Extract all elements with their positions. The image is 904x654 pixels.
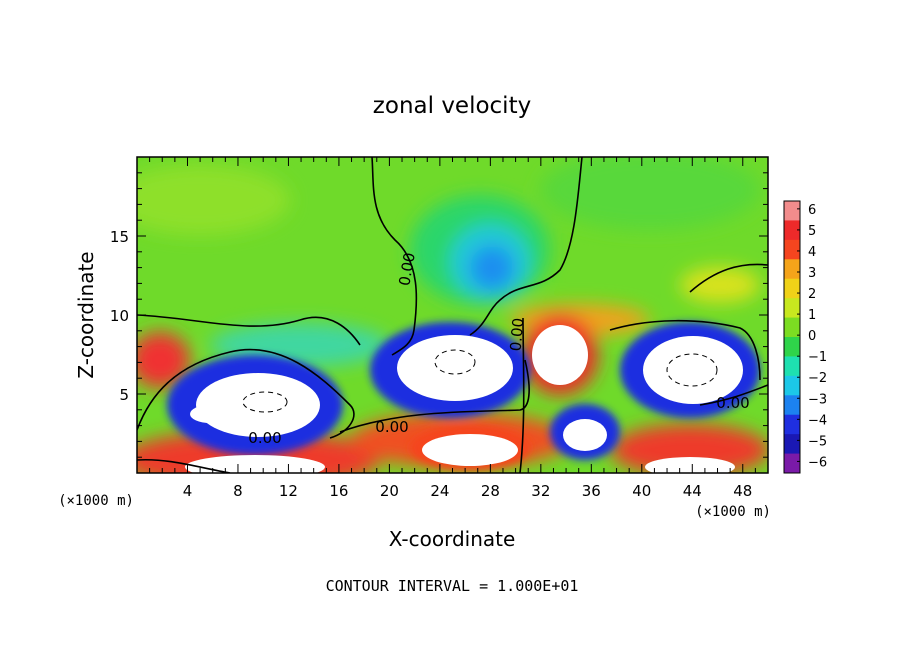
contour-interval-note: CONTOUR INTERVAL = 1.000E+01 xyxy=(326,577,579,595)
colorbar-frame xyxy=(783,200,801,474)
colorbar-label: 3 xyxy=(808,266,816,281)
contour-label: 0.00 xyxy=(507,317,528,352)
velocity-field xyxy=(137,157,768,473)
x-tick-label: 12 xyxy=(279,482,298,500)
colorbar-label: −6 xyxy=(808,455,827,470)
x-tick-label: 36 xyxy=(582,482,601,500)
colorbar-swatch xyxy=(784,298,800,319)
colorbar-swatch xyxy=(784,317,800,338)
colorbar-label: −5 xyxy=(808,434,827,449)
colorbar-label: 0 xyxy=(808,329,816,344)
x-tick-label: 24 xyxy=(430,482,449,500)
colorbar-swatch xyxy=(784,278,800,299)
colorbar-label: 1 xyxy=(808,308,816,323)
y-axis-label: Z-coordinate xyxy=(74,251,98,378)
colorbar-swatch xyxy=(784,356,800,377)
colorbar-label: −3 xyxy=(808,392,827,407)
x-scale-note: (×1000 m) xyxy=(695,504,771,520)
x-tick-label: 8 xyxy=(233,482,243,500)
contour-label: 0.00 xyxy=(716,394,749,412)
colorbar-label: −2 xyxy=(808,371,827,386)
x-axis-label: X-coordinate xyxy=(389,527,516,551)
contour-label: 0.00 xyxy=(395,251,419,287)
y-tick-label: 10 xyxy=(110,307,129,325)
colorbar-swatch xyxy=(784,337,800,357)
colorbar-swatch xyxy=(784,375,800,396)
colorbar-label: 2 xyxy=(808,287,816,302)
y-tick-label: 5 xyxy=(119,386,129,404)
colorbar-label: 5 xyxy=(808,224,816,239)
colorbar-swatch xyxy=(784,453,800,474)
x-tick-label: 20 xyxy=(380,482,399,500)
chart-title: zonal velocity xyxy=(373,93,531,119)
colorbar-label: 6 xyxy=(808,203,816,218)
colorbar-swatch xyxy=(784,201,800,221)
colorbar-swatch xyxy=(784,239,800,260)
x-tick-label: 4 xyxy=(183,482,193,500)
x-tick-label: 32 xyxy=(531,482,550,500)
colorbar-swatch xyxy=(784,395,800,416)
colorbar-swatch xyxy=(784,259,800,280)
x-tick-label: 48 xyxy=(733,482,752,500)
y-axis: 5 10 15 xyxy=(110,172,768,458)
contour-labels: 0.00 0.00 0.00 0.00 0.00 xyxy=(248,251,749,447)
colorbar-label: 4 xyxy=(808,245,816,260)
colorbar-swatch xyxy=(784,414,800,435)
x-tick-label: 28 xyxy=(481,482,500,500)
x-axis: 4 8 12 16 20 24 28 32 36 40 44 48 xyxy=(149,157,756,500)
colorbar-swatch xyxy=(784,434,800,455)
x-tick-label: 44 xyxy=(683,482,702,500)
zero-contours xyxy=(137,157,768,473)
colorbar: 6 5 4 3 2 1 0 −1 −2 −3 −4 −5 −6 xyxy=(783,200,827,474)
x-tick-label: 40 xyxy=(632,482,651,500)
y-tick-label: 15 xyxy=(110,228,129,246)
x-tick-label: 16 xyxy=(329,482,348,500)
colorbar-swatch xyxy=(784,220,800,241)
contour-label: 0.00 xyxy=(248,429,281,447)
colorbar-label: −4 xyxy=(808,413,827,428)
z-scale-note: (×1000 m) xyxy=(58,493,134,509)
contour-label: 0.00 xyxy=(375,418,408,436)
colorbar-label: −1 xyxy=(808,350,827,365)
